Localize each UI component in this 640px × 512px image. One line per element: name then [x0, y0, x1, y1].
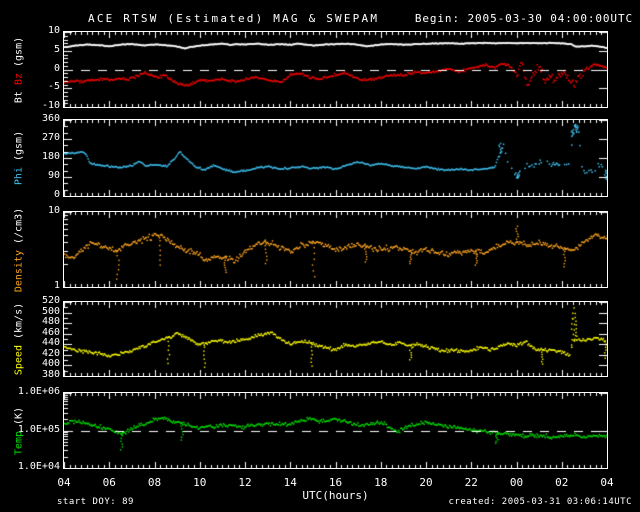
panel-phi [63, 119, 608, 197]
y-axis-label-phi: Phi (gsm) [14, 131, 25, 185]
y-tick-label: 500 [41, 305, 60, 317]
y-axis-label-part: Phi [13, 167, 25, 186]
y-tick-label: 0 [53, 189, 60, 200]
y-axis-label-part: Density [13, 249, 25, 292]
y-axis-label-speed: Speed (km/s) [14, 303, 25, 375]
x-tick-label: 08 [147, 476, 162, 489]
y-tick-label: 180 [41, 151, 60, 162]
y-tick-label: 90 [47, 170, 60, 181]
y-tick-label: 1.0E+05 [17, 423, 60, 435]
y-axis-label-part: Speed [13, 345, 25, 376]
x-tick-label: 20 [419, 476, 433, 489]
y-tick-label: -10 [41, 100, 60, 111]
y-axis-label-temp: Temp (K) [14, 406, 25, 454]
x-tick-label: 14 [283, 476, 297, 489]
chart-canvas-mag-bt-bz [64, 32, 607, 107]
x-axis-label: UTC(hours) [302, 489, 369, 502]
y-tick-label: 1.0E+04 [17, 461, 60, 472]
y-tick-label: 0 [53, 62, 60, 74]
y-axis-label-part: (gsm) [13, 36, 25, 73]
chart-canvas-temp [64, 393, 607, 468]
footer-created: created: 2005-03-31 03:06:14UTC [448, 497, 632, 507]
y-axis-label-mag-bt-bz: Bt Bz (gsm) [14, 36, 25, 102]
y-tick-label: 480 [41, 316, 60, 328]
plot-title: ACE RTSW (Estimated) MAG & SWEPAM [88, 12, 380, 25]
panel-density [63, 211, 608, 288]
y-tick-label: 460 [41, 326, 60, 338]
y-tick-label: 440 [41, 337, 60, 349]
x-tick-label: 02 [555, 476, 569, 489]
x-tick-label: 10 [193, 476, 207, 489]
y-tick-label: 1 [53, 280, 60, 291]
panel-speed [63, 301, 608, 377]
chart-canvas-density [64, 212, 607, 287]
x-tick-label: 22 [464, 476, 478, 489]
x-tick-label: 12 [238, 476, 252, 489]
y-axis-label-part: (/cm3) [13, 207, 25, 250]
panel-mag-bt-bz [63, 31, 608, 108]
y-tick-label: 270 [41, 132, 60, 143]
y-axis-label-part: Bt [13, 84, 25, 103]
panel-temp [63, 392, 608, 469]
y-tick-label: 400 [41, 358, 60, 370]
begin-timestamp: Begin: 2005-03-30 04:00:00UTC [414, 12, 633, 25]
footer-start-doy: start DOY: 89 [57, 497, 134, 507]
x-tick-label: 18 [374, 476, 388, 489]
y-tick-label: 5 [53, 43, 60, 55]
chart-canvas-phi [64, 120, 607, 196]
y-tick-label: -5 [47, 81, 60, 93]
y-tick-label: 10 [47, 205, 60, 216]
y-tick-label: 360 [41, 113, 60, 124]
y-axis-label-part: Temp [13, 430, 25, 455]
chart-canvas-speed [64, 302, 607, 376]
x-tick-label: 00 [509, 476, 524, 489]
y-axis-label-part: (km/s) [13, 302, 25, 346]
x-tick-label: 04 [57, 476, 71, 489]
x-tick-label: 16 [328, 476, 343, 489]
y-tick-label: 520 [41, 295, 60, 306]
y-axis-label-density: Density (/cm3) [14, 207, 25, 291]
x-tick-label: 04 [600, 476, 614, 489]
y-axis-label-part: (gsm) [13, 130, 25, 168]
y-tick-label: 420 [41, 347, 60, 359]
y-axis-label-part: (K) [13, 406, 25, 431]
y-tick-label: 380 [41, 369, 60, 380]
y-axis-label-part: Bz [13, 72, 25, 85]
x-tick-label: 06 [102, 476, 116, 489]
y-tick-label: 10 [47, 25, 60, 36]
y-tick-label: 1.0E+06 [17, 386, 60, 397]
